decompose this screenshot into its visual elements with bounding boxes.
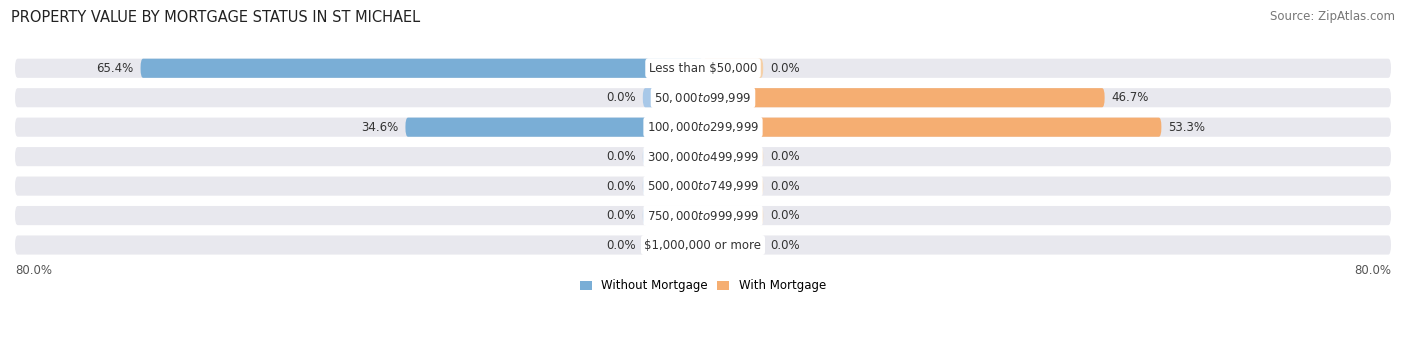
Text: 80.0%: 80.0% [15, 264, 52, 277]
FancyBboxPatch shape [703, 88, 1105, 107]
Text: 53.3%: 53.3% [1168, 121, 1205, 134]
Text: 0.0%: 0.0% [770, 238, 800, 252]
FancyBboxPatch shape [405, 118, 703, 137]
FancyBboxPatch shape [15, 206, 1391, 225]
Text: 65.4%: 65.4% [97, 62, 134, 75]
FancyBboxPatch shape [643, 147, 703, 166]
FancyBboxPatch shape [15, 59, 1391, 78]
FancyBboxPatch shape [643, 206, 703, 225]
Text: $500,000 to $749,999: $500,000 to $749,999 [647, 179, 759, 193]
Text: 46.7%: 46.7% [1112, 91, 1149, 104]
FancyBboxPatch shape [643, 177, 703, 196]
Text: $100,000 to $299,999: $100,000 to $299,999 [647, 120, 759, 134]
Text: 80.0%: 80.0% [1354, 264, 1391, 277]
Legend: Without Mortgage, With Mortgage: Without Mortgage, With Mortgage [575, 275, 831, 297]
Text: $750,000 to $999,999: $750,000 to $999,999 [647, 209, 759, 223]
FancyBboxPatch shape [703, 118, 1161, 137]
FancyBboxPatch shape [15, 147, 1391, 166]
Text: $1,000,000 or more: $1,000,000 or more [644, 238, 762, 252]
Text: 0.0%: 0.0% [770, 150, 800, 163]
Text: 0.0%: 0.0% [606, 238, 636, 252]
Text: 0.0%: 0.0% [606, 209, 636, 222]
FancyBboxPatch shape [703, 177, 763, 196]
FancyBboxPatch shape [15, 88, 1391, 107]
Text: 34.6%: 34.6% [361, 121, 398, 134]
FancyBboxPatch shape [15, 118, 1391, 137]
Text: Source: ZipAtlas.com: Source: ZipAtlas.com [1270, 10, 1395, 23]
FancyBboxPatch shape [15, 177, 1391, 196]
Text: 0.0%: 0.0% [770, 209, 800, 222]
FancyBboxPatch shape [703, 235, 763, 255]
FancyBboxPatch shape [703, 206, 763, 225]
Text: $50,000 to $99,999: $50,000 to $99,999 [654, 91, 752, 105]
Text: PROPERTY VALUE BY MORTGAGE STATUS IN ST MICHAEL: PROPERTY VALUE BY MORTGAGE STATUS IN ST … [11, 10, 420, 25]
FancyBboxPatch shape [643, 88, 703, 107]
FancyBboxPatch shape [141, 59, 703, 78]
Text: 0.0%: 0.0% [606, 180, 636, 193]
Text: $300,000 to $499,999: $300,000 to $499,999 [647, 150, 759, 164]
FancyBboxPatch shape [703, 147, 763, 166]
FancyBboxPatch shape [643, 235, 703, 255]
Text: 0.0%: 0.0% [606, 91, 636, 104]
Text: Less than $50,000: Less than $50,000 [648, 62, 758, 75]
FancyBboxPatch shape [15, 235, 1391, 255]
Text: 0.0%: 0.0% [770, 62, 800, 75]
Text: 0.0%: 0.0% [606, 150, 636, 163]
FancyBboxPatch shape [703, 59, 763, 78]
Text: 0.0%: 0.0% [770, 180, 800, 193]
